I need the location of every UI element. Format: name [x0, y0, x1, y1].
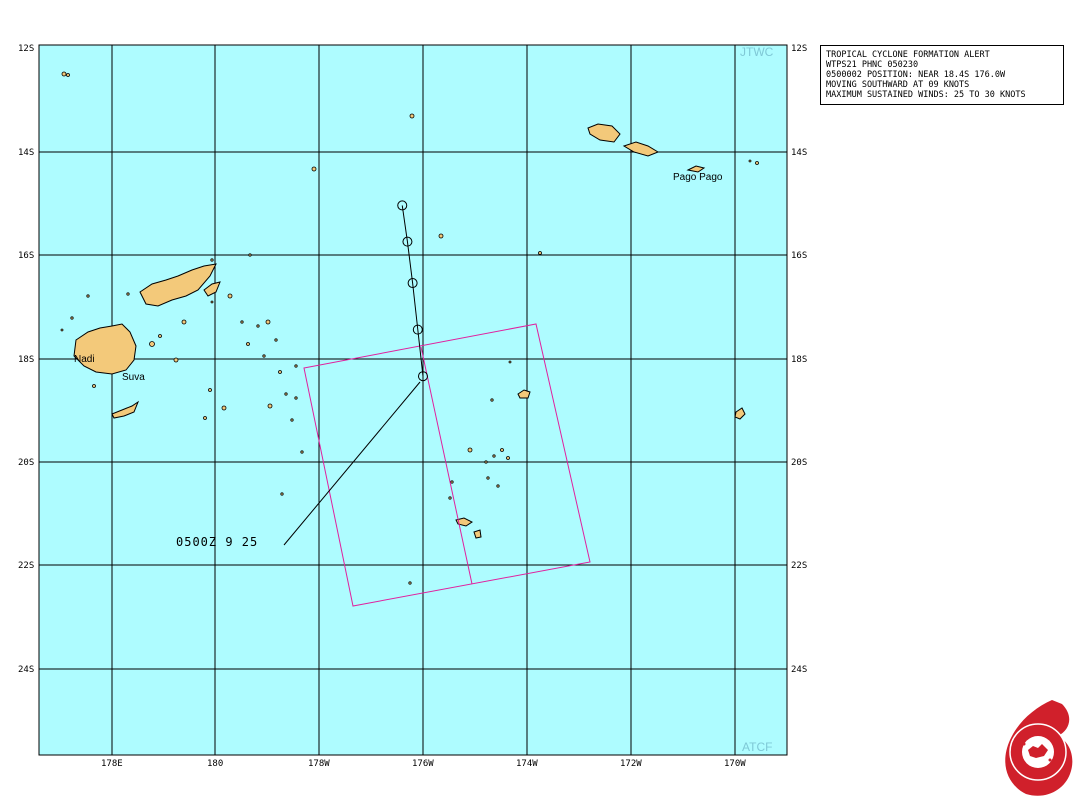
- lat-label: 22S: [791, 561, 807, 571]
- alert-position: 0500002 POSITION: NEAR 18.4S 176.0W: [826, 70, 1006, 80]
- latitude-labels-right: 12S 14S 16S 18S 20S 22S 24S: [791, 44, 807, 675]
- taveuni-island: [203, 281, 221, 297]
- track-position-marker: [397, 200, 408, 211]
- tongatapu-island: [455, 517, 473, 527]
- lat-label: 16S: [18, 251, 34, 261]
- atcf-label: ATCF: [742, 740, 772, 754]
- lat-label: 24S: [18, 665, 34, 675]
- eua-island: [473, 529, 482, 539]
- lat-label: 22S: [18, 561, 34, 571]
- track-position-marker: [417, 371, 428, 382]
- jtwc-label: JTWC: [740, 45, 774, 59]
- alert-movement: MOVING SOUTHWARD AT 09 KNOTS: [826, 80, 970, 90]
- formation-alert-area: [303, 323, 591, 607]
- lat-label: 18S: [791, 355, 807, 365]
- land-masses: [73, 123, 746, 539]
- track-position-marker: [407, 278, 418, 289]
- position-callout-label: 0500Z 9 25: [176, 535, 258, 549]
- alert-area-centerline: [420, 346, 473, 585]
- vanua-levu-island: [139, 263, 217, 307]
- place-label-nadi: Nadi: [74, 354, 95, 365]
- lat-label: 20S: [18, 458, 34, 468]
- lat-label: 20S: [791, 458, 807, 468]
- alert-winds: MAXIMUM SUSTAINED WINDS: 25 TO 30 KNOTS: [826, 90, 1026, 100]
- jtwc-logo: [1005, 700, 1073, 796]
- place-label-pago-pago: Pago Pago: [673, 172, 723, 183]
- viti-levu-island: [73, 323, 137, 375]
- lat-label: 18S: [18, 355, 34, 365]
- lon-label: 176W: [412, 759, 434, 769]
- lon-label: 180: [207, 759, 223, 769]
- vavau-island: [517, 389, 531, 399]
- track-position-marker: [412, 324, 423, 335]
- niue-island: [734, 407, 746, 420]
- kadavu-island: [111, 400, 140, 419]
- place-label-suva: Suva: [122, 372, 145, 383]
- latitude-labels-left: 12S 14S 16S 18S 20S 22S 24S: [18, 44, 34, 675]
- lon-label: 172W: [620, 759, 642, 769]
- lat-label: 16S: [791, 251, 807, 261]
- lat-label: 12S: [18, 44, 34, 54]
- lat-label: 12S: [791, 44, 807, 54]
- cyclone-track: [397, 200, 428, 382]
- lat-label: 24S: [791, 665, 807, 675]
- small-islets: [60, 71, 759, 585]
- callout-leader-line: [283, 381, 421, 546]
- longitude-labels: 178E 180 178W 176W 174W 172W 170W: [101, 759, 746, 769]
- track-position-marker: [402, 236, 413, 247]
- alert-message-id: WTPS21 PHNC 050230: [826, 60, 919, 70]
- savaii-island: [622, 141, 660, 157]
- ocean-area: [38, 44, 788, 756]
- lon-label: 178E: [101, 759, 123, 769]
- upolu-island: [587, 123, 621, 143]
- lon-label: 170W: [724, 759, 746, 769]
- lon-label: 178W: [308, 759, 330, 769]
- latitude-grid: [39, 151, 787, 670]
- lon-label: 174W: [516, 759, 538, 769]
- tutuila-island: [686, 165, 706, 173]
- alert-title: TROPICAL CYCLONE FORMATION ALERT: [826, 50, 990, 60]
- alert-info-box: TROPICAL CYCLONE FORMATION ALERT WTPS21 …: [820, 45, 1064, 105]
- lat-label: 14S: [791, 148, 807, 158]
- lat-label: 14S: [18, 148, 34, 158]
- track-line: [401, 205, 424, 377]
- longitude-grid: [111, 45, 736, 755]
